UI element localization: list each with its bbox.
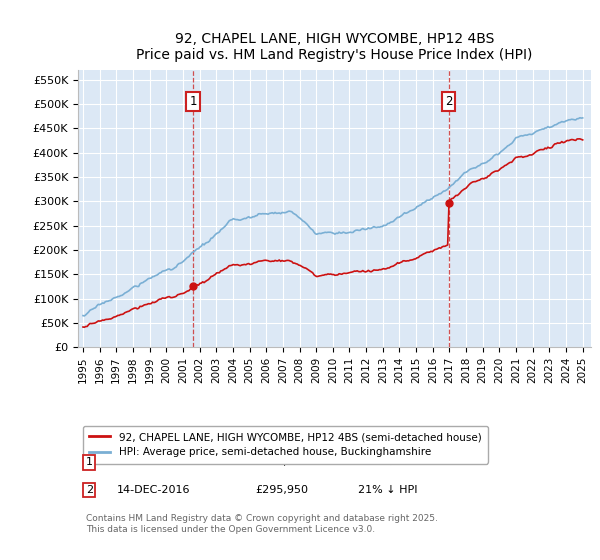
- Legend: 92, CHAPEL LANE, HIGH WYCOMBE, HP12 4BS (semi-detached house), HPI: Average pric: 92, CHAPEL LANE, HIGH WYCOMBE, HP12 4BS …: [83, 426, 488, 464]
- Text: 2: 2: [445, 95, 452, 108]
- Text: 1: 1: [190, 95, 197, 108]
- Text: 2: 2: [86, 485, 93, 495]
- Title: 92, CHAPEL LANE, HIGH WYCOMBE, HP12 4BS
Price paid vs. HM Land Registry's House : 92, CHAPEL LANE, HIGH WYCOMBE, HP12 4BS …: [136, 32, 533, 62]
- Text: 21% ↓ HPI: 21% ↓ HPI: [358, 485, 417, 495]
- Text: £125,000: £125,000: [255, 457, 308, 467]
- Text: Contains HM Land Registry data © Crown copyright and database right 2025.
This d: Contains HM Land Registry data © Crown c…: [86, 514, 437, 534]
- Text: 14-DEC-2016: 14-DEC-2016: [116, 485, 190, 495]
- Text: £295,950: £295,950: [255, 485, 308, 495]
- Text: 19% ↓ HPI: 19% ↓ HPI: [358, 457, 417, 467]
- Text: 1: 1: [86, 457, 92, 467]
- Text: 10-AUG-2001: 10-AUG-2001: [116, 457, 191, 467]
